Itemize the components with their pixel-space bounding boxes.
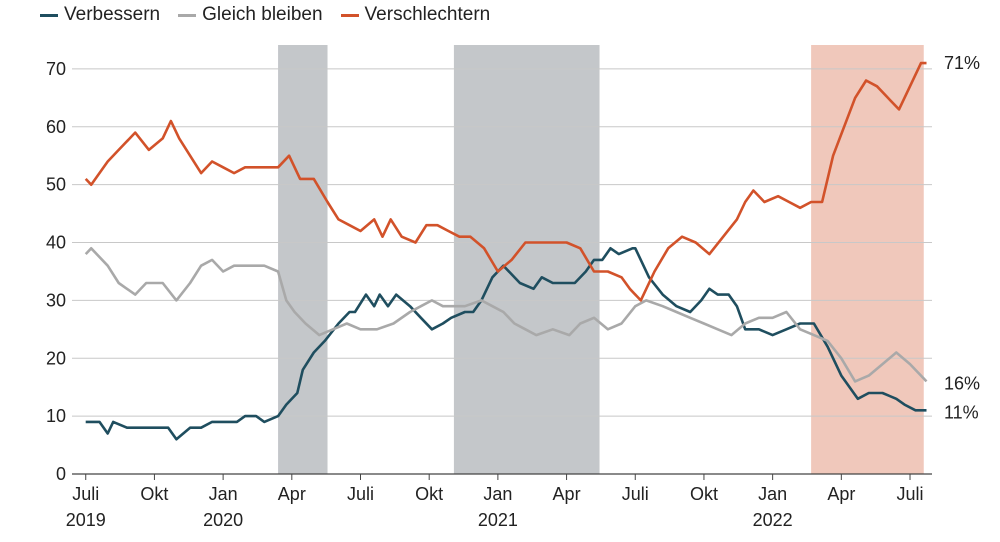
x-tick-label: Jan (209, 484, 238, 504)
x-tick-label: Apr (553, 484, 581, 504)
legend-swatch-gleich-bleiben (178, 13, 197, 17)
y-tick-label: 40 (46, 233, 66, 253)
legend-label-gleich-bleiben: Gleich bleiben (202, 4, 323, 25)
series-line-gleich-bleiben (84, 247, 928, 383)
y-axis-ticks: 0 10 20 30 40 50 60 70 (46, 59, 66, 484)
x-tick-label: Jan (758, 484, 787, 504)
legend-label-verschlechtern: Verschlechtern (364, 4, 491, 25)
x-axis-ticks: Juli 2019 Okt Jan 2020 Apr Juli Okt Jan 2021 Apr Ju… (66, 474, 924, 530)
x-tick-label: Okt (140, 484, 168, 504)
shaded-region-1 (453, 45, 600, 474)
series-line-verschlechtern (84, 61, 927, 302)
shaded-region-2 (811, 45, 924, 474)
legend-swatch-verschlechtern (340, 13, 359, 17)
shaded-region-0 (278, 45, 328, 474)
x-tick-year: 2021 (478, 510, 518, 530)
y-tick-label: 70 (46, 59, 66, 79)
y-tick-label: 60 (46, 117, 66, 137)
x-tick-label: Apr (827, 484, 855, 504)
x-tick-year: 2019 (66, 510, 106, 530)
x-tick-year: 2020 (203, 510, 243, 530)
legend: Verbessern Gleich bleiben Verschlechtern (40, 4, 490, 26)
end-label: 16% (944, 373, 980, 393)
legend-swatch-verbessern (40, 13, 58, 17)
y-tick-label: 10 (46, 406, 66, 426)
x-tick-label: Juli (897, 484, 924, 504)
x-tick-label: Juli (347, 484, 374, 504)
x-tick-label: Jan (483, 484, 512, 504)
y-tick-label: 20 (46, 348, 66, 368)
end-labels: 71% 16% 11% (944, 53, 980, 422)
x-tick-label: Okt (415, 484, 443, 504)
end-label: 71% (944, 53, 980, 73)
legend-item-verbessern[interactable]: Verbessern (40, 4, 160, 26)
x-tick-label: Juli (622, 484, 649, 504)
legend-item-verschlechtern[interactable]: Verschlechtern (340, 4, 491, 26)
legend-label-verbessern: Verbessern (64, 4, 161, 25)
x-tick-label: Apr (278, 484, 306, 504)
x-tick-year: 2022 (753, 510, 793, 530)
shaded-regions (278, 45, 924, 474)
x-tick-label: Juli (72, 484, 99, 504)
y-tick-label: 50 (46, 175, 66, 195)
series-lines (84, 61, 928, 441)
y-tick-label: 30 (46, 290, 66, 310)
x-tick-label: Okt (690, 484, 718, 504)
grid-lines (72, 68, 932, 475)
legend-item-gleich-bleiben[interactable]: Gleich bleiben (178, 4, 323, 26)
end-label: 11% (944, 402, 979, 422)
y-tick-label: 0 (56, 464, 66, 484)
